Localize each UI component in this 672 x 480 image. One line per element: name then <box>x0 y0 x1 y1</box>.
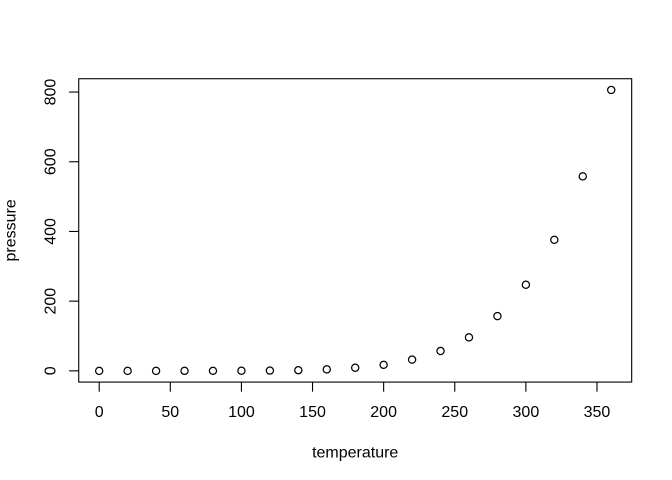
svg-text:0: 0 <box>43 366 60 375</box>
svg-text:250: 250 <box>441 404 468 421</box>
svg-text:800: 800 <box>43 79 60 106</box>
svg-text:200: 200 <box>43 288 60 315</box>
svg-text:150: 150 <box>299 404 326 421</box>
svg-text:50: 50 <box>161 404 179 421</box>
svg-text:200: 200 <box>370 404 397 421</box>
svg-text:400: 400 <box>43 218 60 245</box>
svg-text:0: 0 <box>95 404 104 421</box>
svg-text:600: 600 <box>43 148 60 175</box>
svg-text:temperature: temperature <box>312 444 398 461</box>
svg-text:100: 100 <box>228 404 255 421</box>
svg-text:350: 350 <box>584 404 611 421</box>
svg-text:pressure: pressure <box>3 199 20 261</box>
svg-text:300: 300 <box>513 404 540 421</box>
